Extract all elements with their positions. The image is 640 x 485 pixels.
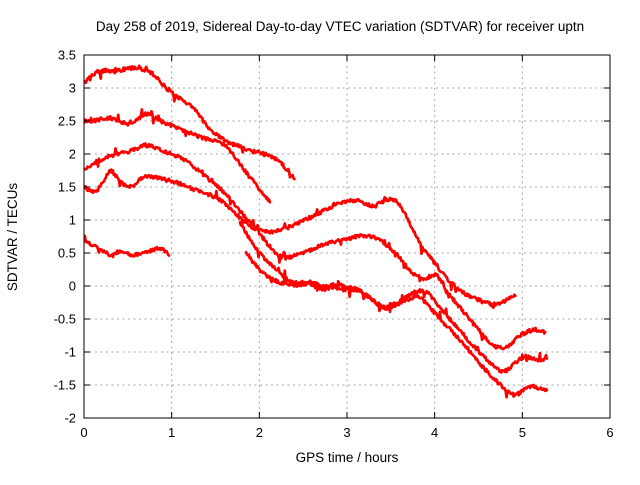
page-title: Day 258 of 2019, Sidereal Day-to-day VTE… — [95, 19, 585, 34]
trace-5 — [238, 219, 549, 374]
x-tick-label: 1 — [168, 425, 175, 440]
trace-1 — [84, 64, 296, 181]
x-tick-label: 2 — [256, 425, 263, 440]
x-axis-title: GPS time / hours — [295, 450, 399, 465]
y-tick-label: -0.5 — [54, 312, 76, 327]
trace-2 — [84, 108, 272, 204]
y-tick-label: 0 — [69, 279, 76, 294]
trace-4 — [84, 168, 517, 310]
x-tick-label: 5 — [519, 425, 526, 440]
y-tick-label: 0.5 — [58, 246, 76, 261]
y-tick-label: 3 — [69, 81, 76, 96]
trace-3 — [84, 142, 547, 351]
y-tick-label: 1.5 — [58, 180, 76, 195]
y-tick-label: 1 — [69, 213, 76, 228]
y-tick-label: -1 — [64, 345, 76, 360]
x-tick-label: 4 — [431, 425, 438, 440]
y-tick-label: 2 — [69, 147, 76, 162]
traces-group — [84, 64, 549, 399]
y-tick-label: 3.5 — [58, 48, 76, 63]
y-tick-label: 2.5 — [58, 114, 76, 129]
trace-7 — [84, 234, 171, 259]
y-tick-label: -2 — [64, 411, 76, 426]
y-axis-title: SDTVAR / TECUs — [5, 182, 20, 292]
x-tick-label: 6 — [606, 425, 613, 440]
x-tick-label: 3 — [343, 425, 350, 440]
x-tick-label: 0 — [80, 425, 87, 440]
trace-6 — [244, 250, 549, 399]
y-tick-label: -1.5 — [54, 378, 76, 393]
